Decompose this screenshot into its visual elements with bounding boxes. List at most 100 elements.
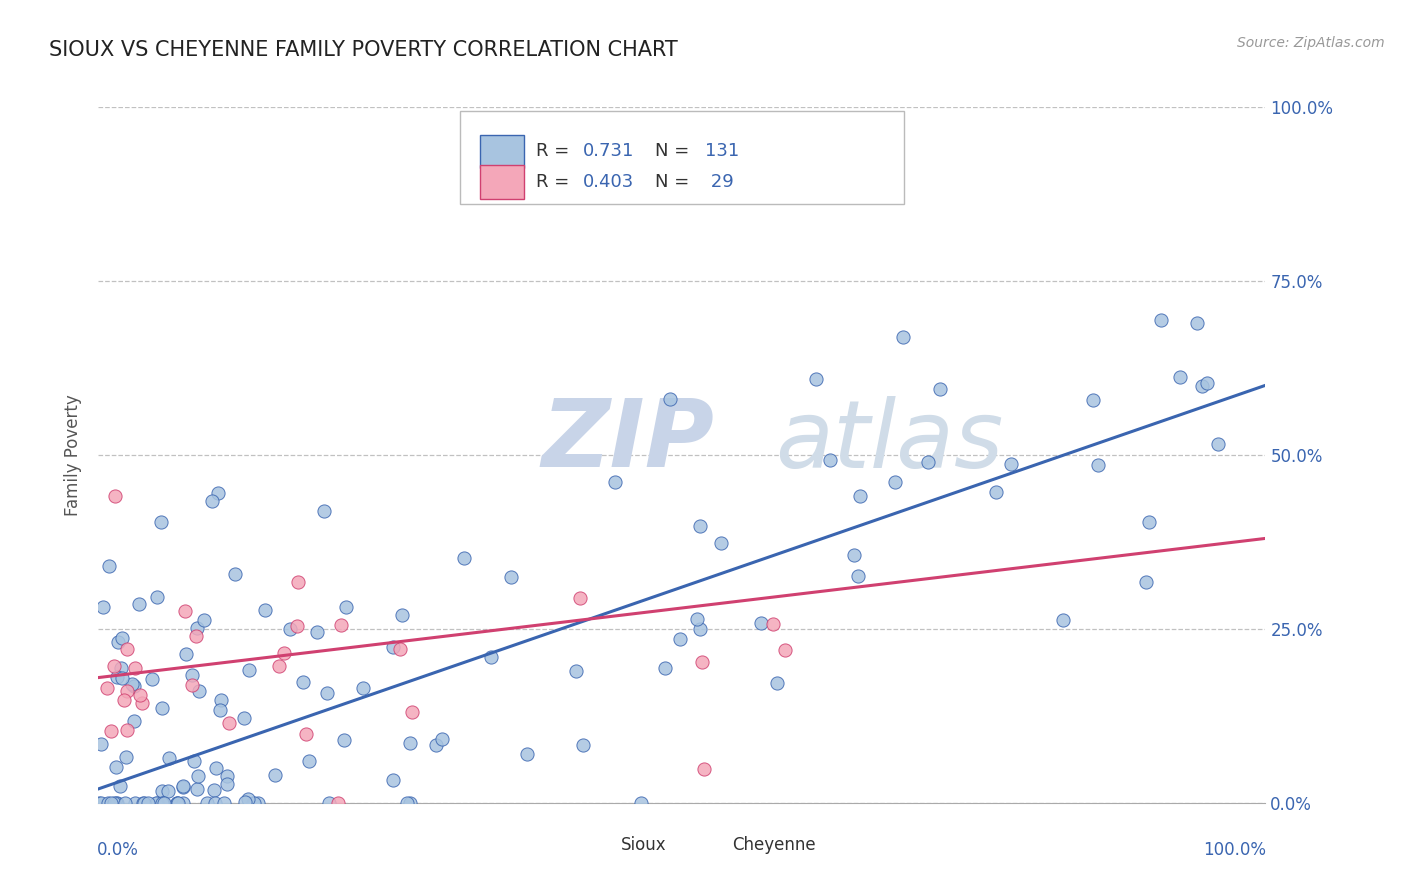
- Point: [238, 663, 260, 677]
- Point: [352, 681, 374, 695]
- Point: [104, 796, 127, 810]
- Point: [209, 693, 232, 707]
- Point: [287, 575, 309, 590]
- Point: [122, 679, 145, 693]
- Point: [181, 678, 204, 692]
- Text: atlas: atlas: [775, 395, 1004, 486]
- Point: [204, 796, 226, 810]
- Point: [669, 632, 692, 646]
- Point: [115, 684, 138, 698]
- Text: R =: R =: [536, 173, 575, 191]
- Point: [131, 696, 153, 710]
- Point: [1195, 376, 1218, 390]
- Point: [479, 649, 502, 664]
- Point: [150, 515, 173, 529]
- Point: [150, 701, 173, 715]
- Point: [108, 779, 131, 793]
- Point: [93, 599, 115, 614]
- Point: [330, 617, 353, 632]
- Point: [146, 590, 169, 604]
- Point: [295, 727, 318, 741]
- Point: [202, 783, 225, 797]
- Point: [121, 677, 143, 691]
- Point: [316, 686, 339, 700]
- Point: [333, 733, 356, 747]
- Point: [104, 760, 127, 774]
- Point: [690, 655, 713, 669]
- Text: 100.0%: 100.0%: [1204, 841, 1267, 859]
- FancyBboxPatch shape: [479, 135, 524, 168]
- Point: [100, 724, 122, 739]
- Point: [917, 455, 939, 469]
- Point: [184, 629, 207, 643]
- Point: [846, 569, 869, 583]
- Point: [1087, 458, 1109, 473]
- Point: [569, 591, 592, 606]
- Point: [1081, 393, 1104, 408]
- Point: [710, 536, 733, 550]
- Point: [565, 664, 588, 678]
- Point: [212, 796, 235, 810]
- Point: [1150, 313, 1173, 327]
- Point: [233, 711, 256, 725]
- Text: 131: 131: [706, 143, 740, 161]
- Point: [89, 796, 111, 810]
- Point: [235, 795, 257, 809]
- Point: [217, 769, 239, 783]
- Y-axis label: Family Poverty: Family Poverty: [65, 394, 83, 516]
- Point: [207, 485, 229, 500]
- Point: [131, 796, 153, 810]
- Text: R =: R =: [536, 143, 575, 161]
- Point: [1135, 574, 1157, 589]
- Point: [292, 675, 315, 690]
- Point: [749, 616, 772, 631]
- Point: [401, 705, 423, 719]
- Point: [166, 796, 188, 810]
- Point: [183, 754, 205, 768]
- Point: [100, 796, 122, 810]
- Point: [174, 604, 197, 618]
- Point: [201, 494, 224, 508]
- Point: [172, 796, 194, 810]
- Point: [603, 475, 626, 490]
- Point: [174, 647, 197, 661]
- Point: [157, 751, 180, 765]
- Point: [399, 736, 422, 750]
- Point: [762, 617, 785, 632]
- Point: [115, 750, 138, 764]
- Point: [96, 681, 118, 696]
- Point: [806, 372, 828, 386]
- Point: [1208, 437, 1230, 451]
- Point: [166, 796, 188, 810]
- Text: N =: N =: [655, 173, 695, 191]
- Text: ZIP: ZIP: [541, 395, 714, 487]
- Point: [224, 567, 246, 582]
- Point: [124, 796, 146, 810]
- Point: [209, 702, 232, 716]
- Point: [1168, 370, 1191, 384]
- Point: [115, 723, 138, 737]
- Point: [298, 754, 321, 768]
- FancyBboxPatch shape: [697, 834, 723, 855]
- Point: [128, 688, 150, 702]
- Point: [110, 661, 132, 675]
- Point: [145, 796, 167, 810]
- Point: [335, 600, 357, 615]
- Point: [117, 642, 139, 657]
- Point: [103, 796, 125, 810]
- FancyBboxPatch shape: [586, 834, 612, 855]
- Point: [124, 661, 146, 675]
- Point: [891, 330, 914, 344]
- Point: [238, 792, 260, 806]
- Text: SIOUX VS CHEYENNE FAMILY POVERTY CORRELATION CHART: SIOUX VS CHEYENNE FAMILY POVERTY CORRELA…: [49, 40, 678, 60]
- Point: [90, 737, 112, 751]
- Point: [195, 796, 218, 810]
- Point: [122, 714, 145, 728]
- Point: [287, 618, 309, 632]
- Point: [186, 621, 208, 635]
- Point: [389, 641, 412, 656]
- Point: [150, 784, 173, 798]
- Point: [107, 635, 129, 649]
- Point: [141, 672, 163, 686]
- Point: [1137, 515, 1160, 529]
